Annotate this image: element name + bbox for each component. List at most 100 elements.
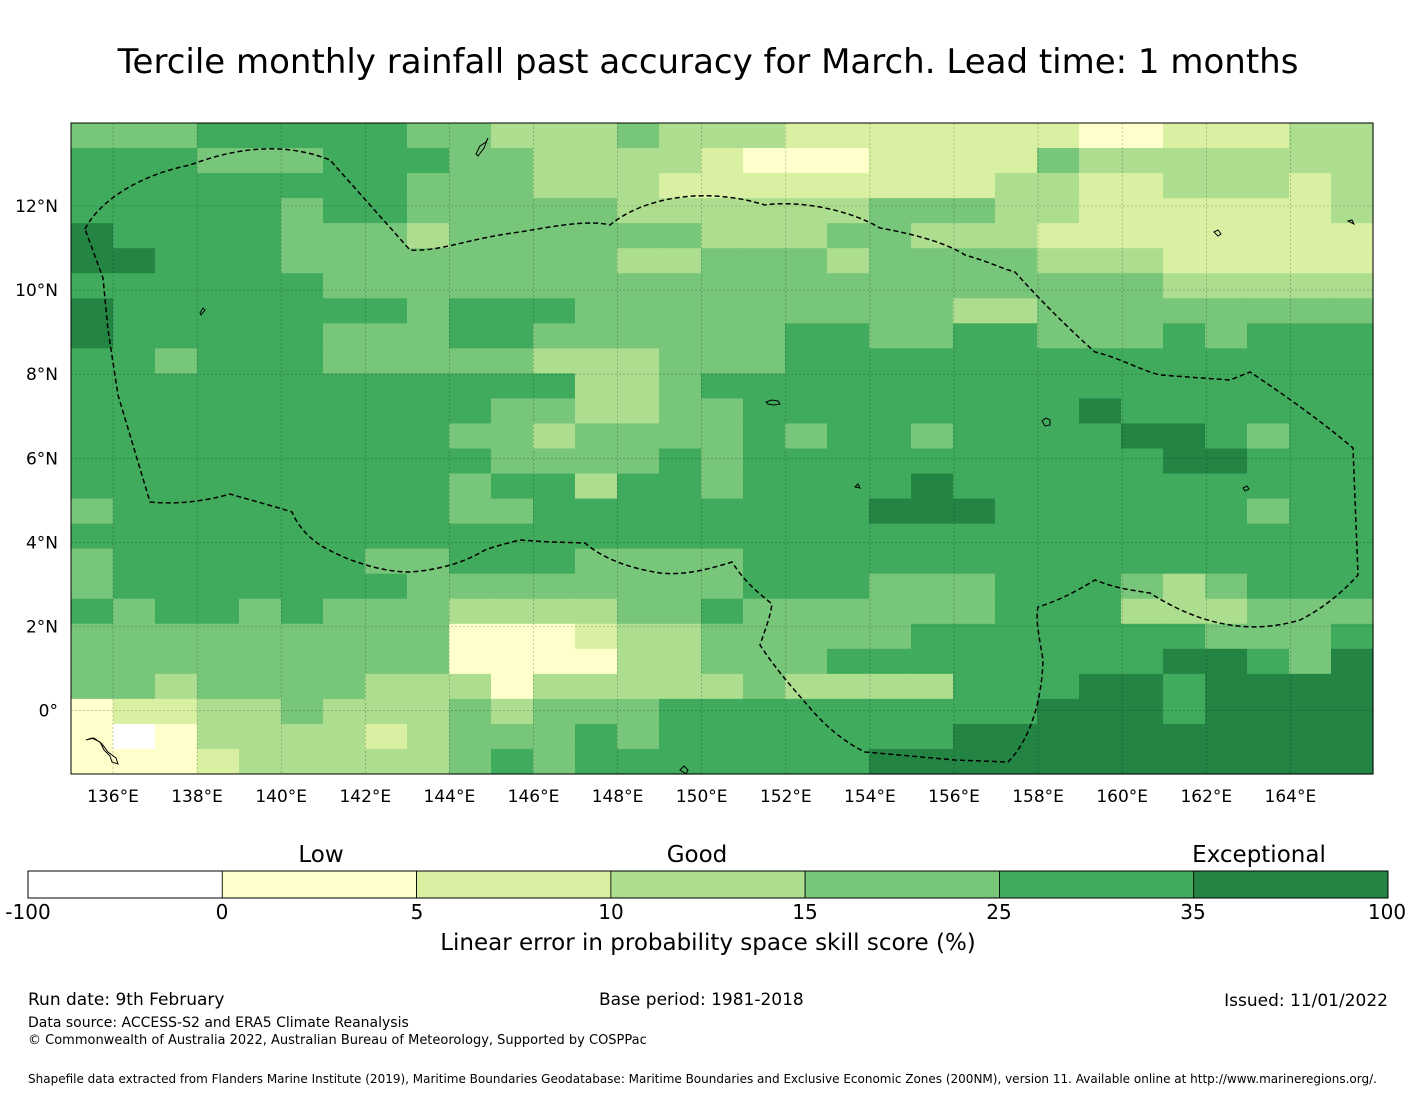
grid-cell <box>1037 598 1080 625</box>
grid-cell <box>533 698 576 725</box>
grid-cell <box>491 723 534 750</box>
grid-cell <box>113 748 156 775</box>
grid-cell <box>785 148 828 174</box>
grid-cell <box>1121 523 1164 550</box>
grid-cell <box>1289 173 1332 199</box>
grid-cell <box>239 573 282 600</box>
grid-cell <box>197 723 240 750</box>
grid-cell <box>827 498 870 525</box>
grid-cell <box>491 598 534 625</box>
grid-cell <box>449 298 492 324</box>
grid-cell <box>449 198 492 224</box>
grid-cell <box>953 448 996 475</box>
grid-cell <box>1331 298 1374 324</box>
grid-cell <box>911 423 954 450</box>
grid-cell <box>659 298 702 324</box>
grid-cell <box>1037 573 1080 600</box>
grid-cell <box>995 273 1038 299</box>
grid-cell <box>113 298 156 324</box>
grid-cell <box>1121 398 1164 425</box>
grid-cell <box>533 373 576 400</box>
grid-cell <box>449 173 492 199</box>
grid-cell <box>239 748 282 775</box>
grid-cell <box>701 498 744 525</box>
grid-cell <box>365 473 408 500</box>
grid-cell <box>701 123 744 149</box>
grid-cell <box>869 573 912 600</box>
grid-cell <box>911 373 954 400</box>
grid-cell <box>323 673 366 700</box>
grid-cell <box>491 673 534 700</box>
grid-cell <box>365 573 408 600</box>
grid-cell <box>533 123 576 149</box>
grid-cell <box>113 198 156 224</box>
grid-cell <box>869 148 912 174</box>
grid-cell <box>869 123 912 149</box>
grid-cell <box>1205 673 1248 700</box>
colorbar-segment <box>804 870 1000 899</box>
grid-cell <box>995 698 1038 725</box>
grid-cell <box>197 298 240 324</box>
grid-cell <box>1205 348 1248 374</box>
grid-cell <box>995 598 1038 625</box>
island-yap <box>199 307 206 316</box>
grid-cell <box>365 298 408 324</box>
grid-cell <box>953 623 996 650</box>
grid-cell <box>659 248 702 274</box>
grid-cell <box>281 573 324 600</box>
grid-cell <box>491 373 534 400</box>
grid-cell <box>155 573 198 600</box>
colorbar-segment <box>416 870 612 899</box>
grid-cell <box>491 148 534 174</box>
grid-cell <box>365 748 408 775</box>
grid-cell <box>1247 298 1290 324</box>
grid-cell <box>1331 473 1374 500</box>
grid-cell <box>1247 573 1290 600</box>
grid-cell <box>113 398 156 425</box>
grid-cell <box>1289 373 1332 400</box>
grid-cell <box>743 298 786 324</box>
grid-cell <box>1331 148 1374 174</box>
grid-cell <box>1331 348 1374 374</box>
grid-cell <box>911 623 954 650</box>
grid-cell <box>1079 373 1122 400</box>
graticule <box>71 123 1373 774</box>
grid-cell <box>1037 223 1080 249</box>
grid-cell <box>71 673 114 700</box>
grid-cell <box>1289 198 1332 224</box>
grid-cell <box>113 598 156 625</box>
grid-cell <box>911 648 954 675</box>
grid-cell <box>491 473 534 500</box>
colorbar-title: Linear error in probability space skill … <box>440 930 976 956</box>
grid-cell <box>995 548 1038 575</box>
grid-cell <box>617 573 660 600</box>
grid-cell <box>1121 123 1164 149</box>
colorbar-segment <box>610 870 806 899</box>
grid-cell <box>155 673 198 700</box>
grid-cell <box>365 423 408 450</box>
grid-cell <box>995 423 1038 450</box>
grid-cell <box>575 223 618 249</box>
grid-cell <box>1079 323 1122 349</box>
grid-cell <box>1205 523 1248 550</box>
grid-cell <box>827 273 870 299</box>
grid-cell <box>197 123 240 149</box>
grid-cell <box>953 723 996 750</box>
grid-cell <box>491 423 534 450</box>
grid-cell <box>1289 523 1332 550</box>
longitude-label: 142°E <box>339 787 391 807</box>
grid-cell <box>323 123 366 149</box>
grid-cell <box>197 248 240 274</box>
grid-cell <box>1205 698 1248 725</box>
grid-cell <box>1205 173 1248 199</box>
grid-cell <box>911 323 954 349</box>
grid-cell <box>617 173 660 199</box>
grid-cell <box>155 298 198 324</box>
grid-cell <box>281 673 324 700</box>
grid-cell <box>533 723 576 750</box>
grid-cell <box>995 623 1038 650</box>
grid-cell <box>701 448 744 475</box>
grid-cell <box>1331 748 1374 775</box>
grid-cell <box>701 723 744 750</box>
grid-cell <box>995 298 1038 324</box>
